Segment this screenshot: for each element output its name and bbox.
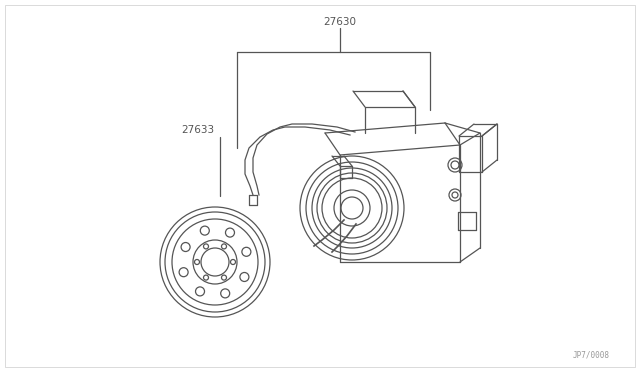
Text: JP7/0008: JP7/0008 (573, 350, 610, 359)
Text: 27630: 27630 (323, 17, 356, 27)
Text: 27633: 27633 (181, 125, 214, 135)
